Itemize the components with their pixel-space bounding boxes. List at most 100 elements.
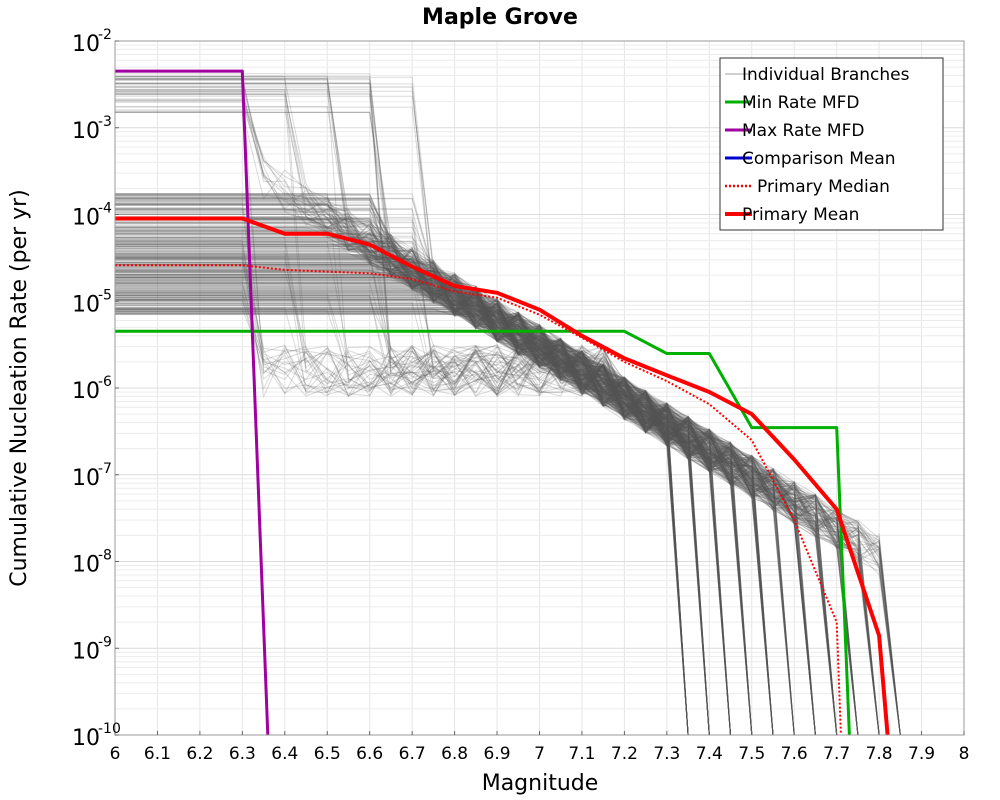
- branch-line: [115, 244, 710, 736]
- branch-line: [115, 280, 774, 736]
- branch-line: [115, 297, 774, 736]
- branch-line: [115, 254, 859, 736]
- branch-line: [115, 296, 731, 736]
- branch-line: [115, 244, 710, 736]
- branch-line: [115, 93, 838, 736]
- branch-line: [115, 272, 731, 736]
- branch-line: [115, 286, 880, 736]
- legend-entry: Individual Branches: [742, 65, 910, 85]
- branch-line: [115, 236, 774, 736]
- branch-line: [115, 274, 731, 736]
- branch-line: [115, 200, 731, 736]
- branch-line: [115, 224, 710, 736]
- y-tick-exponent: -6: [98, 374, 112, 390]
- branch-line: [115, 248, 753, 736]
- branch-line: [115, 110, 753, 736]
- branch-line: [115, 264, 731, 736]
- branch-line: [115, 213, 901, 736]
- branch-line: [115, 194, 710, 736]
- branch-line: [115, 272, 774, 736]
- branch-line: [115, 200, 795, 736]
- branch-line: [115, 78, 753, 736]
- branch-line: [115, 79, 710, 736]
- y-tick-base: 10: [72, 639, 100, 664]
- branch-line: [115, 256, 795, 736]
- branch-line: [115, 260, 774, 736]
- branch-line: [115, 240, 838, 736]
- branch-line: [115, 258, 859, 736]
- branch-line: [115, 257, 731, 736]
- branch-line: [115, 199, 689, 736]
- branch-line: [115, 308, 838, 736]
- series-line-primary-mean: [115, 216, 890, 736]
- branch-line: [115, 269, 753, 736]
- branch-line: [115, 277, 901, 736]
- branch-line: [115, 276, 710, 736]
- branch-line: [115, 295, 710, 736]
- x-tick-label: 7.7: [823, 744, 850, 764]
- branch-line: [115, 232, 859, 736]
- branch-line: [115, 282, 689, 736]
- branch-line: [115, 298, 710, 736]
- branch-line: [115, 100, 689, 736]
- branch-line: [115, 86, 753, 736]
- branch-line: [115, 283, 731, 736]
- y-tick-base: 10: [72, 119, 100, 144]
- branch-line: [115, 246, 859, 736]
- branch-line: [115, 279, 901, 736]
- branch-line: [115, 197, 774, 736]
- series-line-max-rate-mfd: [115, 69, 270, 736]
- branch-line: [115, 292, 753, 736]
- branch-line: [115, 308, 689, 736]
- legend-box: [719, 57, 944, 231]
- branch-line: [115, 213, 689, 736]
- x-tick-label: 6.2: [186, 744, 213, 764]
- branch-line: [115, 277, 838, 736]
- branch-line: [115, 220, 753, 736]
- branch-line: [115, 270, 880, 736]
- branch-line: [115, 262, 838, 736]
- branch-line: [115, 226, 838, 736]
- branch-line: [115, 271, 774, 736]
- y-tick-base: 10: [72, 32, 100, 57]
- branch-line: [115, 312, 901, 736]
- branch-line: [115, 310, 753, 736]
- branch-line: [115, 78, 816, 736]
- branch-line: [115, 300, 689, 736]
- branch-line: [115, 251, 795, 736]
- branch-line: [115, 271, 710, 736]
- branch-line: [115, 287, 753, 736]
- branch-line: [115, 204, 816, 736]
- y-tick-base: 10: [72, 292, 100, 317]
- branch-line: [115, 199, 753, 736]
- branch-line: [115, 298, 880, 736]
- branch-line: [115, 202, 795, 736]
- branch-line: [115, 282, 838, 736]
- branch-line: [115, 89, 774, 736]
- x-tick-label: 7.2: [611, 744, 638, 764]
- branch-line: [115, 242, 689, 736]
- branch-line: [115, 93, 795, 736]
- branch-line: [115, 106, 710, 736]
- series-line-min-rate-mfd: [115, 329, 851, 736]
- branch-line: [115, 238, 774, 736]
- branch-line: [115, 304, 774, 736]
- branch-line: [115, 253, 838, 736]
- y-tick-label: 10-10: [72, 721, 121, 751]
- branch-line: [115, 73, 689, 736]
- branch-line: [115, 261, 753, 736]
- branch-line: [115, 90, 689, 736]
- branch-line: [115, 281, 710, 736]
- series-lines: [115, 69, 890, 736]
- branch-line: [115, 208, 816, 736]
- branch-line: [115, 82, 689, 736]
- branch-line: [115, 261, 774, 736]
- branch-line: [115, 226, 689, 736]
- branch-line: [115, 230, 753, 736]
- branch-line: [115, 101, 838, 736]
- branch-line: [115, 290, 731, 736]
- branch-line: [115, 234, 795, 736]
- branch-line: [115, 202, 774, 736]
- legend-entry: Comparison Mean: [742, 149, 896, 169]
